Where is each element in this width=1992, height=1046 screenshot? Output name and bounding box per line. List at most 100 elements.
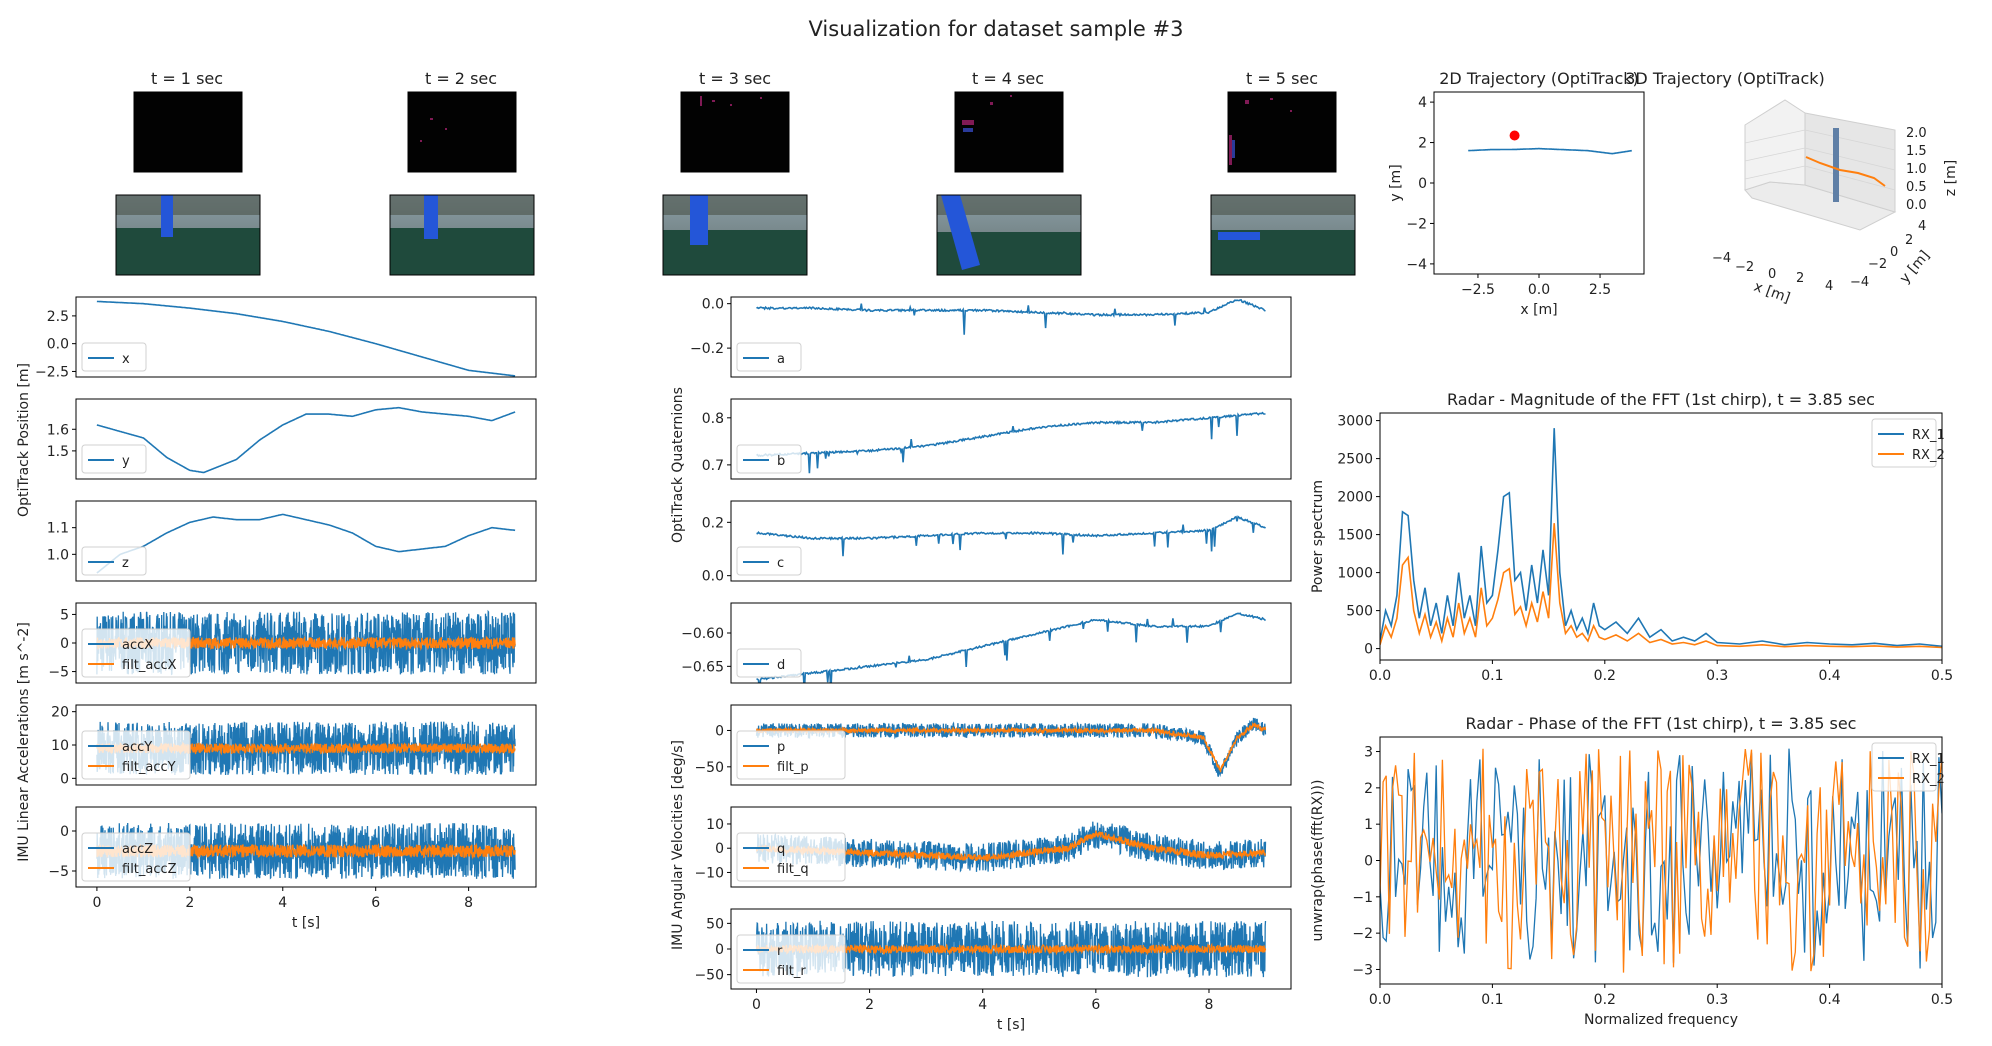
imu_p-legend: p filt_p [736, 730, 846, 780]
pos_z-axes-frame [75, 500, 537, 582]
traj3d-ylabel: y [m] [1897, 248, 1933, 287]
fft_phase-xtick-label: 0.5 [1931, 992, 1953, 1008]
traj3d-back-wall [1744, 99, 1806, 191]
event-frame-3 [681, 92, 789, 172]
pos_z-legend: z [81, 546, 147, 576]
pos_z-legend-label-z: z [122, 556, 129, 571]
imu_accX-ytick-label: 0 [60, 636, 69, 652]
fft_phase-ytick-label: 2 [1364, 781, 1373, 797]
imu_p-legend-label-filt_p: filt_p [777, 760, 809, 775]
quat_c-legend: c [736, 546, 802, 576]
fft_mag-ytick-label: 0 [1364, 642, 1373, 658]
suptitle: Visualization for dataset sample #3 [809, 17, 1184, 41]
imu_r-xtick-label: 4 [978, 997, 987, 1013]
fft_mag-ytick-label: 2000 [1337, 490, 1373, 506]
event-frame-5 [1228, 92, 1336, 172]
imu_p-ytick-label: 0 [715, 723, 724, 739]
imu_p-axes-frame [730, 704, 1292, 786]
rgb-frame-3 [662, 194, 808, 276]
traj3d-chart: 3D Trajectory (OptiTrack) 2.0 1.5 1.0 0.… [1625, 69, 1959, 307]
quat_d-legend-label-d: d [777, 658, 785, 673]
quat_a-legend: a [736, 342, 802, 372]
rgb-frame-1 [115, 194, 261, 276]
imu_q-ytick-label: −10 [694, 865, 724, 881]
traj3d-xtick-4: 2 [1796, 271, 1804, 286]
traj3d-ytick-5: 4 [1918, 219, 1926, 234]
traj2d-axes-frame [1433, 91, 1645, 275]
traj3d-xtick-1: −4 [1712, 251, 1731, 266]
imu_accZ-legend: accZ filt_accZ [81, 832, 191, 882]
quat_c-legend-label-c: c [777, 556, 784, 571]
quat_d-axes-frame [730, 602, 1292, 684]
camera-strip: t = 1 sec t = 2 sec t = 3 sec t = 4 sec … [115, 69, 1356, 276]
quat_a-axes-frame [730, 296, 1292, 378]
fft_phase-legend-label-RX_1: RX_1 [1912, 752, 1945, 767]
fft_phase-ytick-label: −1 [1352, 890, 1373, 906]
imu_accZ-ytick-label: 0 [60, 824, 69, 840]
rgb-frame-4 [936, 194, 1082, 276]
imu_q-chart: 10 0 −10 q filt_q [694, 806, 1292, 888]
quat_d-legend: d [736, 648, 802, 678]
traj3d-xtick-2: −2 [1735, 260, 1754, 275]
pos_z-series-z [96, 513, 516, 574]
traj2d-current-position-marker [1509, 130, 1520, 141]
fft_phase-ytick-label: 0 [1364, 854, 1373, 870]
camera-title-3: t = 3 sec [699, 69, 771, 88]
fft_phase-xtick-label: 0.4 [1818, 992, 1840, 1008]
camera-title-4: t = 4 sec [972, 69, 1044, 88]
event-frame-2 [408, 92, 516, 172]
quat_d-ytick-label: −0.65 [681, 659, 724, 675]
imu_accZ-legend-label-accZ: accZ [122, 842, 153, 857]
fft_phase-xlabel: Normalized frequency [1584, 1012, 1738, 1028]
fft_phase-series-RX_1 [1380, 748, 1942, 969]
fft_phase-ytick-label: 3 [1364, 745, 1373, 761]
quat_c-axes-frame [730, 500, 1292, 582]
imu_q-ytick-label: 10 [706, 817, 724, 833]
pos_y-chart: 1.6 1.5 y [47, 398, 537, 480]
imu_accZ-xtick-label: 2 [185, 895, 194, 911]
quat_a-chart: 0.0 −0.2 a [690, 296, 1292, 378]
quat_a-ytick-label: −0.2 [690, 341, 724, 357]
quat_b-ytick-label: 0.7 [702, 458, 724, 474]
fft_mag-xtick-label: 0.5 [1931, 668, 1953, 684]
imu_accZ-axes-frame [75, 806, 537, 888]
imu_accY-chart: 20 10 0 accY filt_accY [51, 704, 537, 787]
fft_mag-xtick-label: 0.1 [1481, 668, 1503, 684]
quat_b-series-b [756, 411, 1266, 474]
fft_mag-ytick-label: 1500 [1337, 528, 1373, 544]
pos_z-ytick-label: 1.1 [47, 521, 69, 537]
quat_d-chart: −0.60 −0.65 d [681, 602, 1292, 684]
pos_x-series-x [96, 300, 516, 377]
pos_y-legend-label-y: y [122, 454, 130, 469]
quat_b-legend: b [736, 444, 802, 474]
fft_mag-ytick-label: 3000 [1337, 414, 1373, 430]
quat_d-ytick-label: −0.60 [681, 626, 724, 642]
traj3d-ztick-3: 1.0 [1906, 162, 1927, 177]
imu_r-ytick-label: −50 [694, 968, 724, 984]
imu_accX-ytick-label: 5 [60, 607, 69, 623]
rgb-frame-5 [1210, 194, 1356, 276]
fft_mag-legend: RX_1 RX_2 [1871, 418, 1945, 468]
imu_r-ytick-label: 0 [715, 942, 724, 958]
quat_d-series-d [756, 612, 1267, 683]
camera-title-5: t = 5 sec [1246, 69, 1318, 88]
traj3d-zlabel: z [m] [1943, 160, 1959, 196]
imu_accX-chart: 5 0 −5 accX filt_accX [48, 602, 537, 684]
traj2d-xtick-label: 2.5 [1589, 282, 1611, 298]
imu_accY-legend: accY filt_accY [81, 730, 191, 780]
traj3d-ztick-4: 0.5 [1906, 180, 1927, 195]
rgb-frame-2 [389, 194, 535, 276]
fft_mag-ytick-label: 2500 [1337, 452, 1373, 468]
traj3d-ztick-2: 1.5 [1906, 144, 1927, 159]
pos_x-ytick-label: −2.5 [35, 364, 69, 380]
traj3d-title: 3D Trajectory (OptiTrack) [1625, 69, 1825, 88]
fft_phase-title: Radar - Phase of the FFT (1st chirp), t … [1466, 714, 1857, 733]
imu_accY-ytick-label: 0 [60, 771, 69, 787]
imu_q-ytick-label: 0 [715, 841, 724, 857]
imu_p-series-filt_p [755, 721, 1267, 773]
traj2d-ylabel: y [m] [1388, 164, 1404, 201]
pos_x-ytick-label: 0.0 [47, 337, 69, 353]
traj3d-right-wall [1804, 112, 1896, 213]
fft_phase-xtick-label: 0.1 [1481, 992, 1503, 1008]
